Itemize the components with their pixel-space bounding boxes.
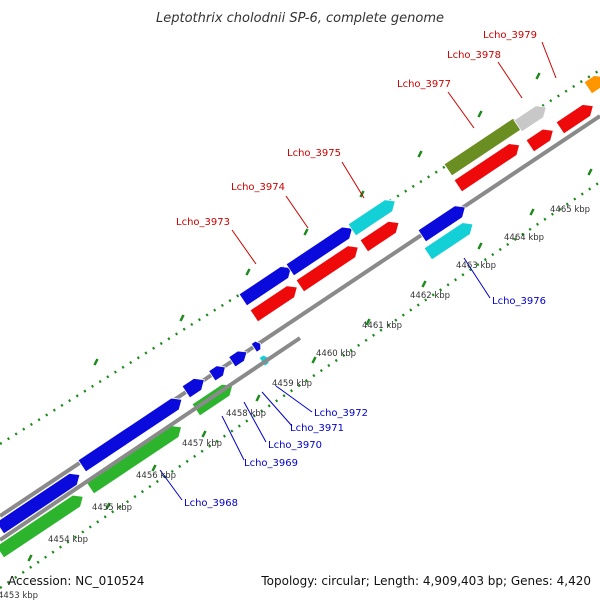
kbp-label: 4459 kbp (272, 379, 312, 389)
major-tick (529, 208, 535, 216)
gene-red-6 (555, 104, 594, 135)
major-tick (535, 72, 541, 80)
gene-lcho-3969 (77, 397, 183, 473)
gene-label: Lcho_3970 (268, 440, 322, 451)
gene-lcho-3979 (583, 75, 600, 95)
major-tick (365, 318, 371, 326)
gene-red-5 (525, 128, 554, 153)
major-tick (311, 356, 317, 364)
kbp-label: 4463 kbp (456, 261, 496, 271)
gene-lcho-3973 (238, 266, 292, 307)
gene-features (0, 75, 600, 559)
gene-red-2 (295, 245, 359, 293)
kbp-label: 4465 kbp (550, 205, 590, 215)
gene-blue-lower-1 (0, 472, 81, 535)
gene-lcho-3970 (181, 377, 205, 399)
major-tick (587, 168, 593, 176)
connector-line (463, 257, 491, 299)
kbp-label: 4458 kbp (226, 409, 266, 419)
kbp-label: 4453 kbp (0, 591, 38, 600)
connector-line (341, 161, 365, 199)
major-tick (477, 110, 483, 118)
kbp-label: 4460 kbp (316, 349, 356, 359)
gene-lcho-3978 (513, 105, 547, 133)
gene-label: Lcho_3976 (492, 296, 546, 307)
gene-blue-small (250, 340, 262, 353)
genome-summary-text: Topology: circular; Length: 4,909,403 bp… (261, 574, 591, 588)
gene-lcho-3976 (423, 222, 474, 261)
major-tick (105, 502, 111, 510)
gene-label: Lcho_3968 (184, 498, 238, 509)
gene-blue-right (417, 205, 466, 243)
gene-label: Lcho_3979 (483, 30, 537, 41)
gene-label: Lcho_3969 (244, 458, 298, 469)
gene-red-1 (249, 285, 298, 323)
gene-label: Lcho_3974 (231, 182, 285, 193)
gene-label: Lcho_3972 (314, 408, 368, 419)
gene-label: Lcho_3973 (176, 217, 230, 228)
kbp-label: 4457 kbp (182, 439, 222, 449)
kbp-label: 4455 kbp (92, 503, 132, 513)
outer-tick-ring (0, 68, 600, 446)
accession-text: Accession: NC_010524 (8, 574, 145, 588)
gene-label: Lcho_3978 (447, 50, 501, 61)
major-tick (477, 242, 483, 250)
connector-line (541, 41, 557, 79)
genome-backbone-lower (0, 336, 302, 542)
kbp-labels: 4453 kbp 4454 kbp 4455 kbp 4456 kbp 4457 kbp… (0, 205, 590, 600)
connector-line (497, 61, 523, 99)
gene-lcho-3971 (208, 365, 226, 382)
major-tick (421, 280, 427, 288)
major-tick (201, 430, 207, 438)
major-tick (151, 464, 157, 472)
major-tick (255, 394, 261, 402)
gene-labels: Lcho_3973 Lcho_3974 Lcho_3975 Lcho_3977 Lcho… (176, 30, 546, 509)
gene-lcho-3974 (285, 226, 353, 277)
gene-lcho-3975 (347, 199, 396, 237)
connector-line (447, 91, 475, 129)
major-tick (27, 554, 33, 562)
connector-line (231, 229, 257, 265)
gene-label: Lcho_3971 (290, 423, 344, 434)
gene-label: Lcho_3975 (287, 148, 341, 159)
connector-line (159, 469, 183, 501)
gene-red-4 (453, 143, 521, 193)
gene-green-1 (0, 494, 84, 559)
kbp-label: 4456 kbp (136, 471, 176, 481)
kbp-label: 4462 kbp (410, 291, 450, 301)
map-title: Leptothrix cholodnii SP-6, complete geno… (156, 11, 444, 26)
gene-lcho-3972 (228, 350, 248, 368)
major-tick (93, 358, 99, 366)
major-tick (179, 314, 185, 322)
major-tick (303, 228, 309, 236)
gene-red-3 (359, 220, 400, 253)
kbp-label: 4454 kbp (48, 535, 88, 545)
label-connectors (159, 41, 557, 501)
gene-label: Lcho_3977 (397, 79, 451, 90)
connector-line (221, 415, 245, 461)
kbp-label: 4464 kbp (504, 233, 544, 243)
connector-line (275, 385, 313, 413)
major-tick (417, 150, 423, 158)
major-tick (245, 268, 251, 276)
kbp-label: 4461 kbp (362, 321, 402, 331)
connector-line (261, 391, 293, 427)
connector-line (285, 195, 309, 229)
connector-line (243, 401, 267, 443)
inner-tick-ring (0, 180, 600, 590)
